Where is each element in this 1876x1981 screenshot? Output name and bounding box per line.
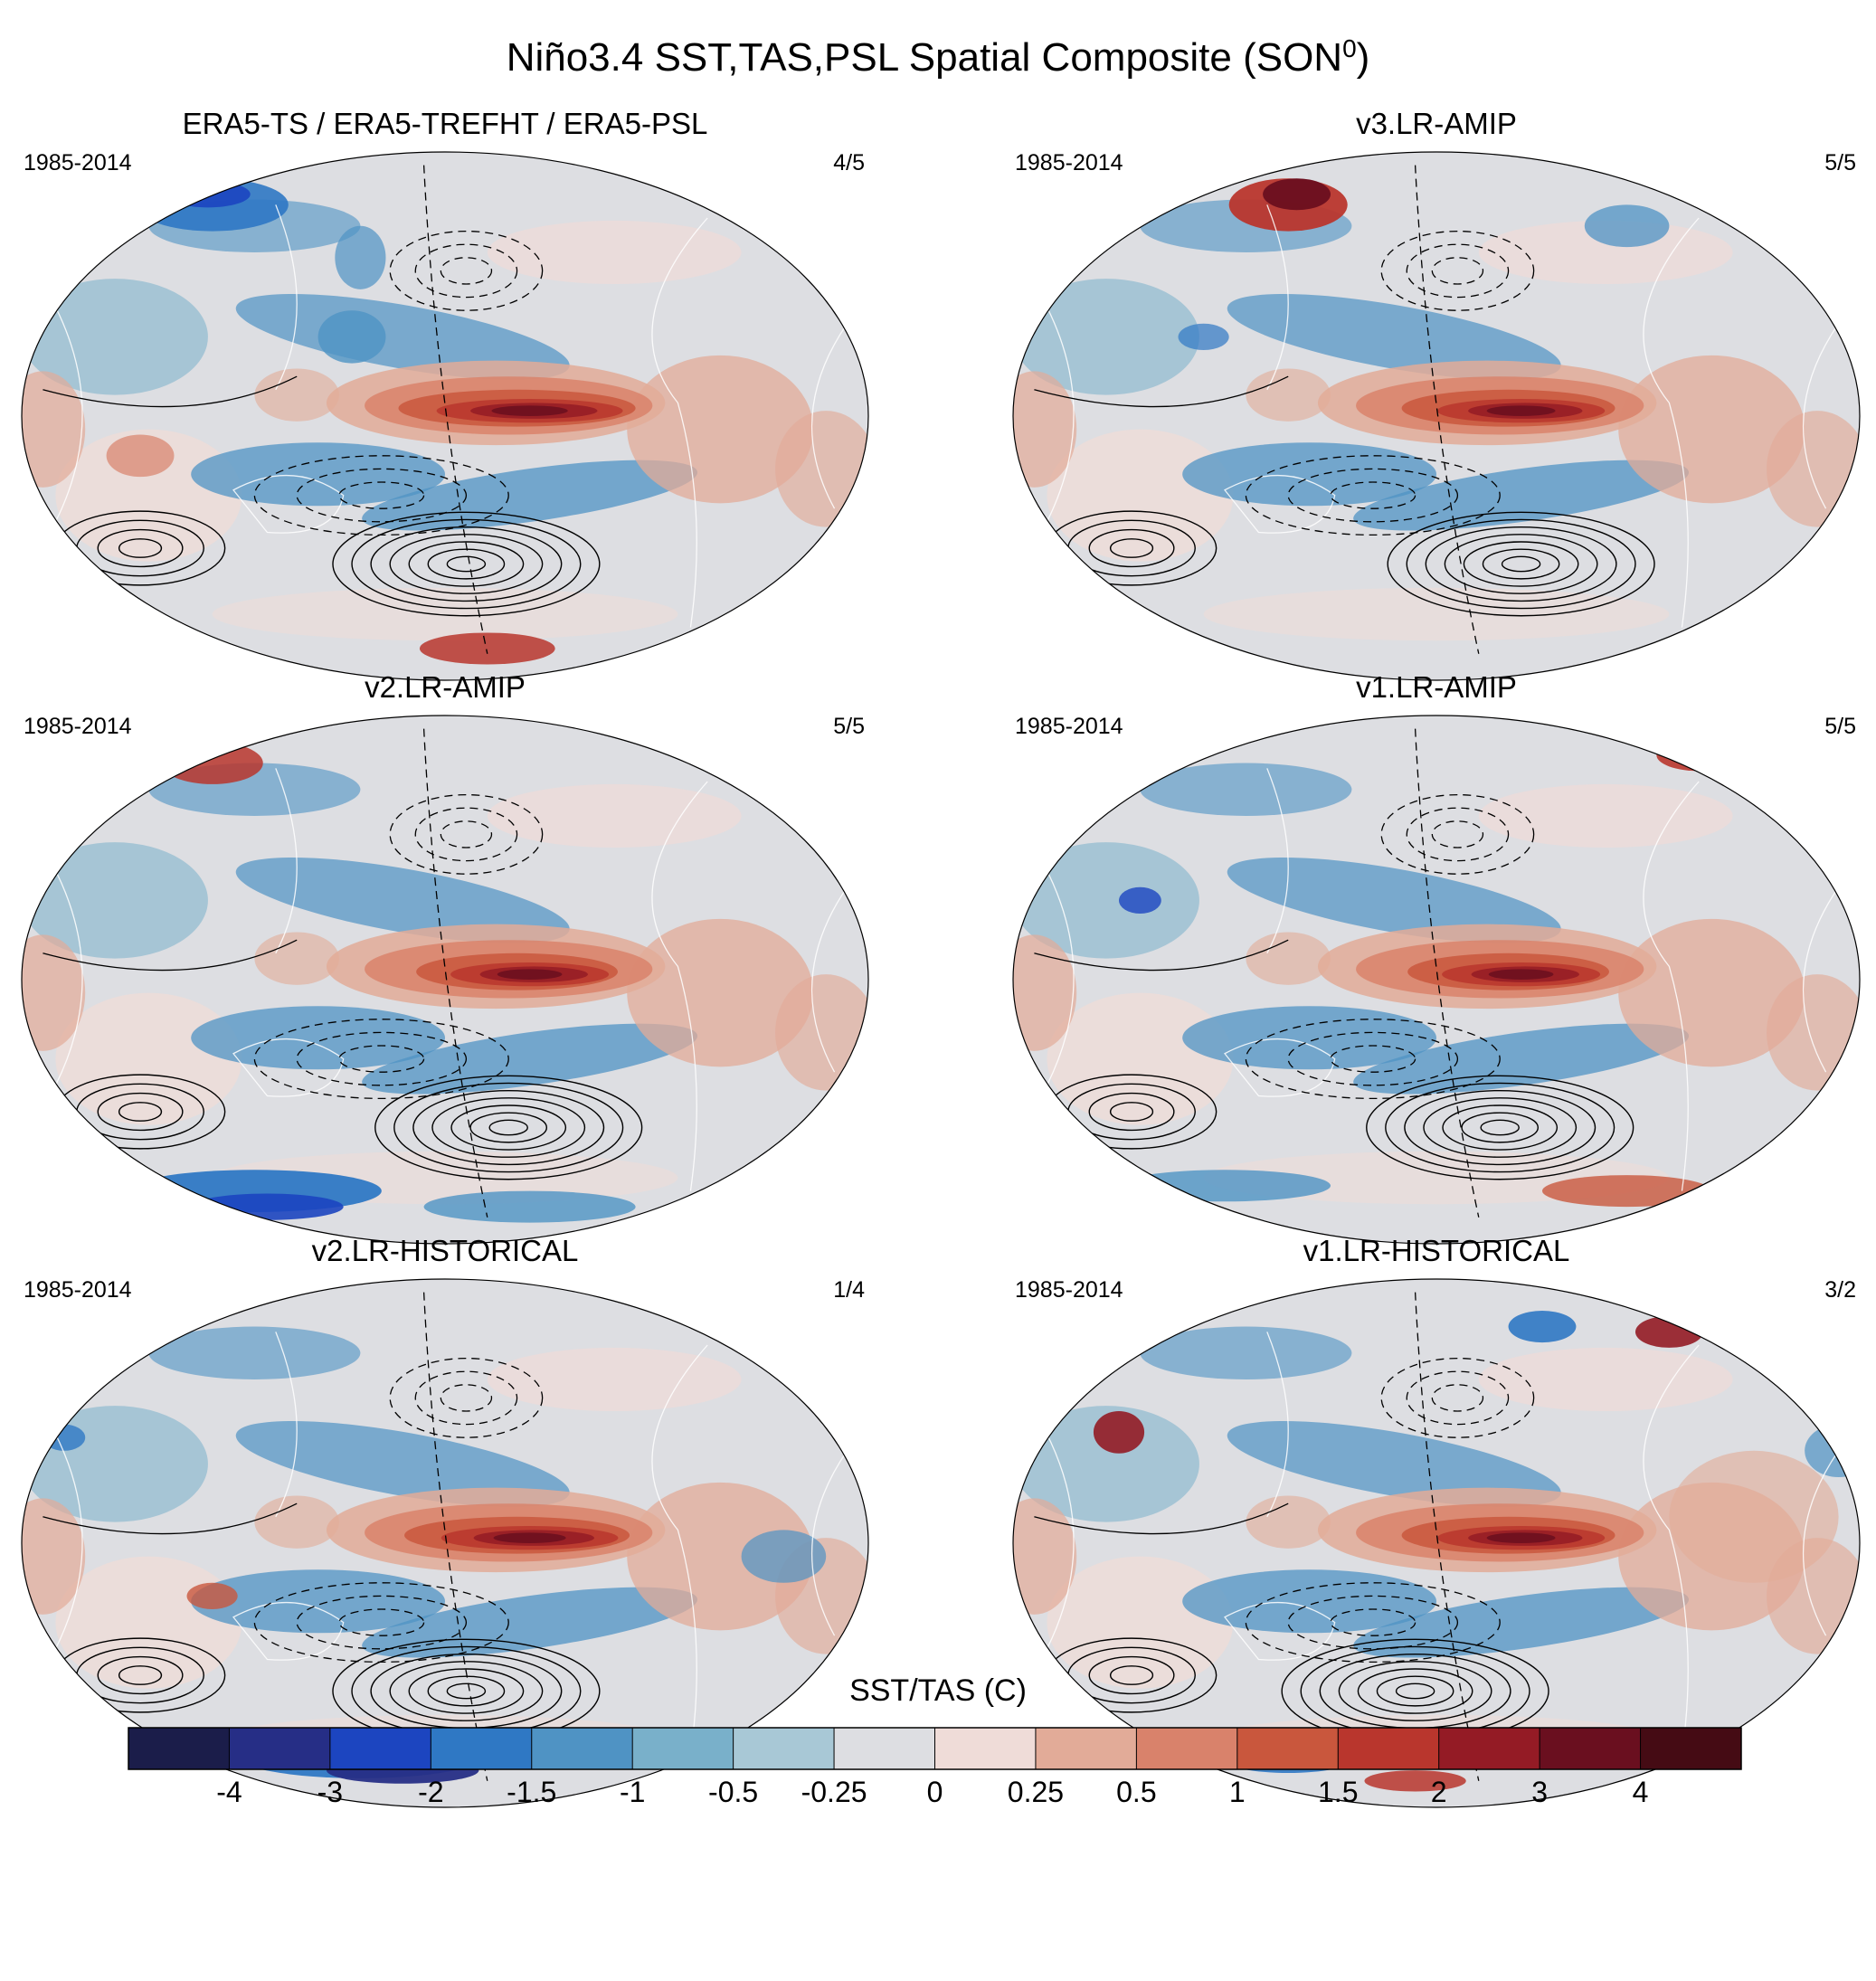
panel-title: v2.LR-HISTORICAL [312, 1234, 579, 1267]
colorbar-swatch [733, 1728, 835, 1769]
colorbar-tick-label: 2 [1431, 1776, 1447, 1808]
colorbar-swatch [834, 1728, 935, 1769]
panel-period: 1985-2014 [1015, 150, 1123, 175]
main-title-superscript: 0 [1342, 34, 1357, 62]
colorbar-tick-label: 0.5 [1116, 1776, 1156, 1808]
panel-count: 5/5 [833, 714, 865, 739]
main-title-text: Niño3.4 SST,TAS,PSL Spatial Composite (S… [507, 35, 1342, 80]
colorbar-tick-label: -0.5 [708, 1776, 758, 1808]
colorbar-tick-label: 0 [927, 1776, 943, 1808]
colorbar-tick-label: -3 [317, 1776, 343, 1808]
map-field [1013, 152, 1860, 680]
colorbar-tick-label: -1.5 [507, 1776, 556, 1808]
colorbar-swatch [1035, 1728, 1137, 1769]
map-field [22, 716, 868, 1244]
map-field [22, 152, 868, 680]
panel-count: 5/5 [1824, 714, 1856, 739]
map-outline [21, 151, 869, 681]
main-title-suffix: ) [1357, 35, 1370, 80]
map-outline [21, 715, 869, 1245]
panel-title: v1.LR-AMIP [1356, 670, 1517, 704]
panel-title: v3.LR-AMIP [1356, 107, 1517, 140]
colorbar-tick-label: 1.5 [1318, 1776, 1358, 1808]
colorbar-tick-label: -4 [216, 1776, 242, 1808]
panel-count: 5/5 [1824, 150, 1856, 175]
panel-count: 1/4 [833, 1277, 865, 1303]
panel-period: 1985-2014 [1015, 714, 1123, 739]
panel-period: 1985-2014 [24, 1277, 132, 1303]
colorbar-swatch [1438, 1728, 1540, 1769]
colorbar-label: SST/TAS (C) [849, 1673, 1027, 1708]
colorbar-swatch [1236, 1728, 1339, 1769]
panel-period: 1985-2014 [24, 714, 132, 739]
colorbar-swatch [1540, 1728, 1642, 1769]
map-panel: v1.LR-HISTORICAL 1985-2014 3/2 [1012, 1234, 1861, 1808]
colorbar-swatch [1338, 1728, 1440, 1769]
map-outline [1012, 715, 1861, 1245]
panel-count: 4/5 [833, 150, 865, 175]
panel-title: ERA5-TS / ERA5-TREFHT / ERA5-PSL [183, 107, 708, 140]
colorbar-tick-label: 4 [1633, 1776, 1649, 1808]
colorbar-swatch [229, 1728, 331, 1769]
map-panel: v2.LR-AMIP 1985-2014 5/5 [21, 670, 869, 1245]
map-outline [1012, 1278, 1861, 1808]
panel-period: 1985-2014 [1015, 1277, 1123, 1303]
map-panel: v3.LR-AMIP 1985-2014 5/5 [1012, 107, 1861, 681]
map-panel: ERA5-TS / ERA5-TREFHT / ERA5-PSL 1985-201… [21, 107, 869, 681]
map-panel: v2.LR-HISTORICAL 1985-2014 1/4 [21, 1234, 869, 1808]
colorbar: SST/TAS (C) -4 -3 -2 -1.5 -1 -0.5 -0.25 0 0.25 0.5… [128, 1673, 1742, 1808]
colorbar-tick-label: 3 [1531, 1776, 1548, 1808]
colorbar-swatch [1640, 1728, 1742, 1769]
panel-title: v2.LR-AMIP [365, 670, 526, 704]
colorbar-tick-label: -0.25 [801, 1776, 867, 1808]
colorbar-swatch [1136, 1728, 1238, 1769]
panel-period: 1985-2014 [24, 150, 132, 175]
colorbar-swatch [431, 1728, 533, 1769]
colorbar-swatch [632, 1728, 734, 1769]
map-outline [1012, 151, 1861, 681]
main-title: Niño3.4 SST,TAS,PSL Spatial Composite (S… [507, 34, 1370, 81]
map-field [1013, 716, 1860, 1244]
panel-title: v1.LR-HISTORICAL [1303, 1234, 1570, 1267]
colorbar-tick-label: -1 [620, 1776, 645, 1808]
colorbar-swatch [934, 1728, 1037, 1769]
map-panel: v1.LR-AMIP 1985-2014 5/5 [1012, 670, 1861, 1245]
colorbar-swatch [531, 1728, 633, 1769]
colorbar-tick-label: -2 [418, 1776, 443, 1808]
colorbar-swatch [329, 1728, 431, 1769]
map-field [1013, 1279, 1860, 1807]
map-outline [21, 1278, 869, 1808]
colorbar-swatch [128, 1728, 230, 1769]
colorbar-tick-label: 0.25 [1008, 1776, 1064, 1808]
panels: ERA5-TS / ERA5-TREFHT / ERA5-PSL 1985-201… [21, 107, 1861, 1808]
colorbar-tick-label: 1 [1229, 1776, 1246, 1808]
panel-count: 3/2 [1824, 1277, 1856, 1303]
